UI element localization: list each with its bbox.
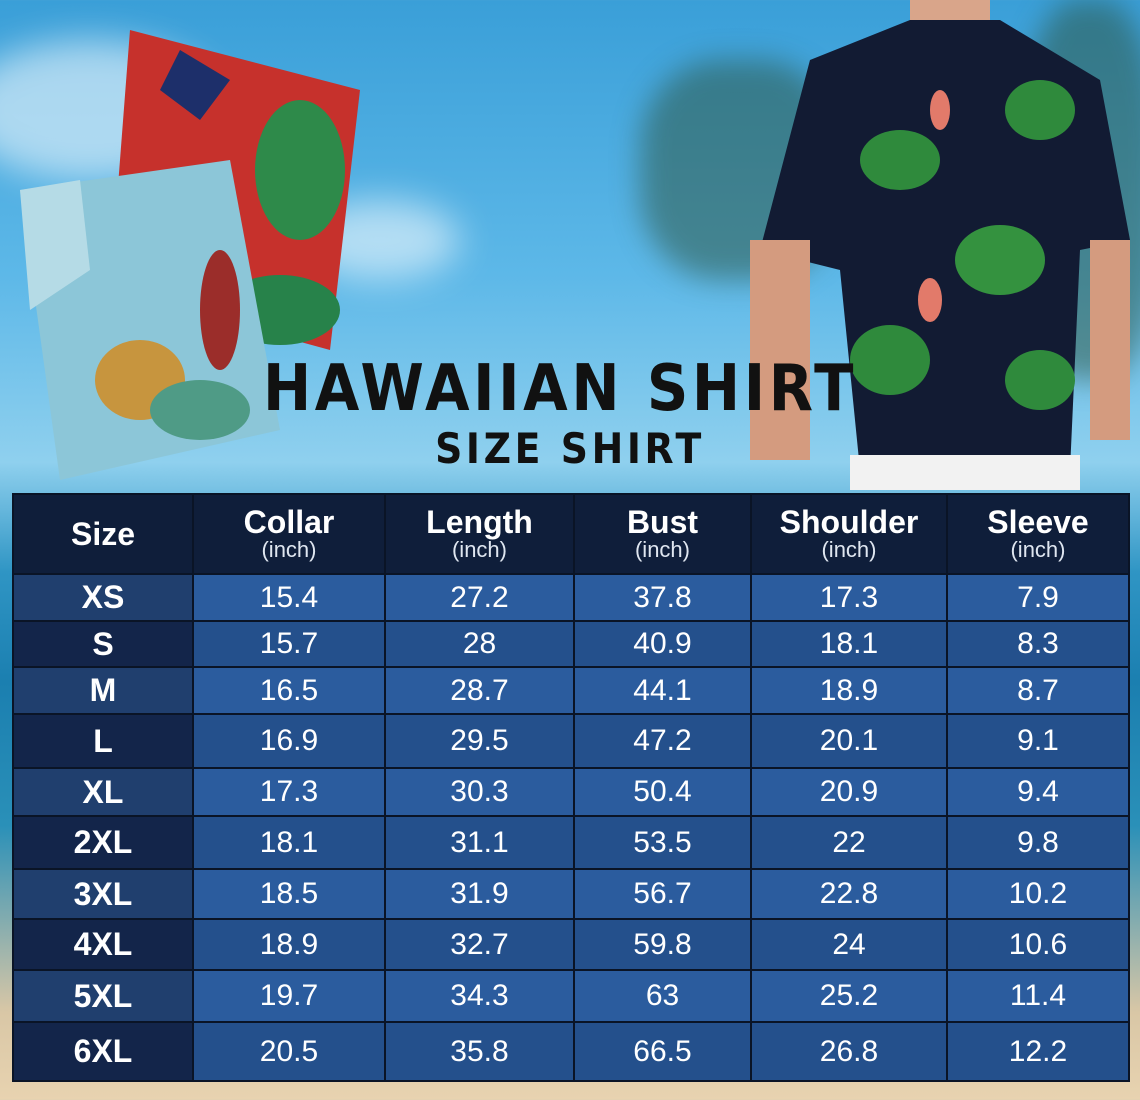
column-label: Length xyxy=(426,504,533,540)
value-cell: 17.3 xyxy=(750,573,948,622)
value-cell: 15.7 xyxy=(192,620,386,668)
value-cell: 9.8 xyxy=(946,815,1130,870)
table-row: 5XL 19.7 34.3 63 25.2 11.4 xyxy=(12,969,1130,1023)
value-cell: 9.1 xyxy=(946,713,1130,769)
table-row: 2XL 18.1 31.1 53.5 22 9.8 xyxy=(12,815,1130,870)
size-cell: 6XL xyxy=(12,1021,194,1082)
value-cell: 35.8 xyxy=(384,1021,575,1082)
column-header: Collar (inch) xyxy=(192,493,386,575)
size-cell: 3XL xyxy=(12,868,194,920)
model-wearing-shirt-image xyxy=(750,0,1130,490)
table-row: M 16.5 28.7 44.1 18.9 8.7 xyxy=(12,666,1130,715)
value-cell: 12.2 xyxy=(946,1021,1130,1082)
value-cell: 8.3 xyxy=(946,620,1130,668)
size-chart-table: Size Collar (inch) Length (inch) Bust (inch) Sh… xyxy=(12,493,1130,1082)
column-header: Size xyxy=(12,493,194,575)
column-unit: (inch) xyxy=(634,537,690,562)
table-row: 3XL 18.5 31.9 56.7 22.8 10.2 xyxy=(12,868,1130,920)
header-row: Size Collar (inch) Length (inch) Bust (inch) Sh… xyxy=(12,493,1130,575)
value-cell: 10.6 xyxy=(946,918,1130,971)
value-cell: 50.4 xyxy=(573,767,752,817)
value-cell: 53.5 xyxy=(573,815,752,870)
value-cell: 8.7 xyxy=(946,666,1130,715)
value-cell: 7.9 xyxy=(946,573,1130,622)
table-row: XL 17.3 30.3 50.4 20.9 9.4 xyxy=(12,767,1130,817)
value-cell: 66.5 xyxy=(573,1021,752,1082)
column-unit: (inch) xyxy=(451,537,507,562)
value-cell: 11.4 xyxy=(946,969,1130,1023)
column-label: Bust xyxy=(626,504,699,540)
value-cell: 28.7 xyxy=(384,666,575,715)
size-cell: 5XL xyxy=(12,969,194,1023)
size-cell: M xyxy=(12,666,194,715)
value-cell: 25.2 xyxy=(750,969,948,1023)
value-cell: 20.5 xyxy=(192,1021,386,1082)
size-cell: L xyxy=(12,713,194,769)
value-cell: 10.2 xyxy=(946,868,1130,920)
title: HAWAIIAN SHIRT xyxy=(263,352,857,426)
size-cell: 2XL xyxy=(12,815,194,870)
column-unit: (inch) xyxy=(261,537,317,562)
table-row: 6XL 20.5 35.8 66.5 26.8 12.2 xyxy=(12,1021,1130,1082)
column-header: Length (inch) xyxy=(384,493,575,575)
value-cell: 20.9 xyxy=(750,767,948,817)
value-cell: 37.8 xyxy=(573,573,752,622)
column-label: Sleeve xyxy=(987,504,1089,540)
column-label: Shoulder xyxy=(779,504,919,540)
value-cell: 34.3 xyxy=(384,969,575,1023)
size-cell: XS xyxy=(12,573,194,622)
value-cell: 19.7 xyxy=(192,969,386,1023)
value-cell: 18.1 xyxy=(192,815,386,870)
value-cell: 18.9 xyxy=(750,666,948,715)
value-cell: 24 xyxy=(750,918,948,971)
value-cell: 59.8 xyxy=(573,918,752,971)
column-unit: (inch) xyxy=(821,537,877,562)
value-cell: 47.2 xyxy=(573,713,752,769)
value-cell: 17.3 xyxy=(192,767,386,817)
value-cell: 18.5 xyxy=(192,868,386,920)
value-cell: 31.9 xyxy=(384,868,575,920)
value-cell: 18.9 xyxy=(192,918,386,971)
value-cell: 63 xyxy=(573,969,752,1023)
table-row: S 15.7 28 40.9 18.1 8.3 xyxy=(12,620,1130,668)
value-cell: 9.4 xyxy=(946,767,1130,817)
value-cell: 40.9 xyxy=(573,620,752,668)
table-row: L 16.9 29.5 47.2 20.1 9.1 xyxy=(12,713,1130,769)
value-cell: 22 xyxy=(750,815,948,870)
table-row: XS 15.4 27.2 37.8 17.3 7.9 xyxy=(12,573,1130,622)
column-unit: (inch) xyxy=(1010,537,1066,562)
value-cell: 22.8 xyxy=(750,868,948,920)
value-cell: 29.5 xyxy=(384,713,575,769)
value-cell: 28 xyxy=(384,620,575,668)
value-cell: 30.3 xyxy=(384,767,575,817)
value-cell: 15.4 xyxy=(192,573,386,622)
value-cell: 16.5 xyxy=(192,666,386,715)
size-cell: 4XL xyxy=(12,918,194,971)
size-cell: S xyxy=(12,620,194,668)
value-cell: 26.8 xyxy=(750,1021,948,1082)
column-label: Collar xyxy=(243,504,335,540)
value-cell: 44.1 xyxy=(573,666,752,715)
column-header: Shoulder (inch) xyxy=(750,493,948,575)
subtitle: SIZE SHIRT xyxy=(435,424,705,473)
value-cell: 56.7 xyxy=(573,868,752,920)
column-header: Bust (inch) xyxy=(573,493,752,575)
value-cell: 18.1 xyxy=(750,620,948,668)
table-row: 4XL 18.9 32.7 59.8 24 10.6 xyxy=(12,918,1130,971)
value-cell: 20.1 xyxy=(750,713,948,769)
value-cell: 16.9 xyxy=(192,713,386,769)
size-cell: XL xyxy=(12,767,194,817)
value-cell: 32.7 xyxy=(384,918,575,971)
value-cell: 31.1 xyxy=(384,815,575,870)
column-label: Size xyxy=(70,516,136,552)
column-header: Sleeve (inch) xyxy=(946,493,1130,575)
folded-shirts-image xyxy=(20,30,360,480)
value-cell: 27.2 xyxy=(384,573,575,622)
